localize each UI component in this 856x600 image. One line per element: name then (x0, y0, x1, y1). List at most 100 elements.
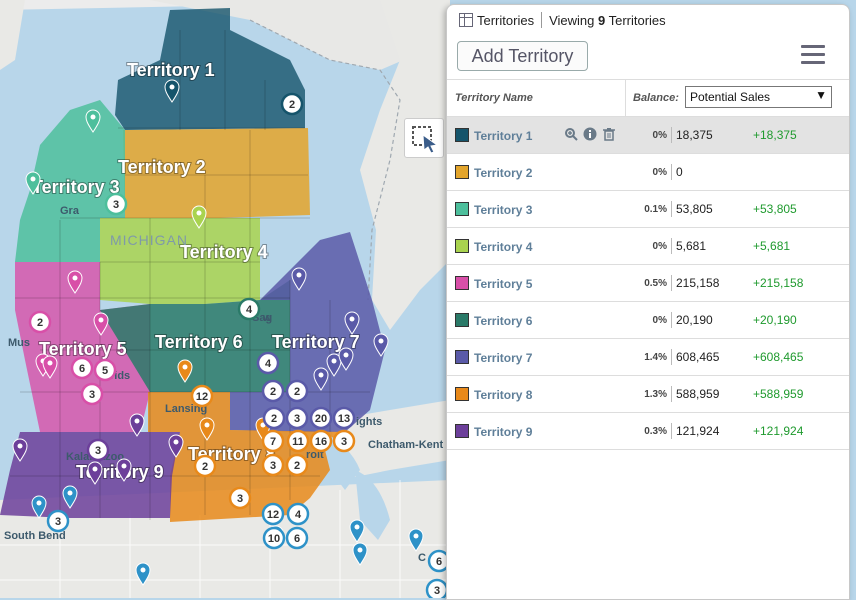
territories-tab[interactable]: Territories (477, 12, 535, 28)
territory-row[interactable]: Territory 1 0% 18,375 +18,375 (447, 117, 849, 154)
territory-row[interactable]: Territory 4 0% 5,681 +5,681 (447, 228, 849, 265)
map-pin-icon[interactable] (67, 270, 83, 294)
territory-row[interactable]: Territory 7 1.4% 608,465 +608,465 (447, 339, 849, 376)
territory-row[interactable]: Territory 3 0.1% 53,805 +53,805 (447, 191, 849, 228)
map-cluster-count: 2 (294, 386, 300, 398)
map-pin-icon[interactable] (291, 267, 307, 291)
map-pin-icon[interactable] (42, 355, 58, 379)
map-pin-icon[interactable] (93, 312, 109, 336)
map-cluster[interactable]: 5 (93, 358, 117, 382)
territory-row[interactable]: Territory 8 1.3% 588,959 +588,959 (447, 376, 849, 413)
trash-icon[interactable] (602, 127, 616, 141)
map-pin-icon[interactable] (12, 438, 28, 462)
map-cluster[interactable]: 2 (28, 310, 52, 334)
map-cluster[interactable]: 13 (332, 406, 356, 430)
map-pin-icon[interactable] (25, 171, 41, 195)
map-pin-icon[interactable] (199, 417, 215, 441)
map-cluster[interactable]: 2 (193, 454, 217, 478)
territory-row[interactable]: Territory 9 0.3% 121,924 +121,924 (447, 413, 849, 450)
map-cluster[interactable]: 3 (104, 192, 128, 216)
territory-name[interactable]: Territory 8 (474, 388, 533, 402)
territory-name[interactable]: Territory 4 (474, 240, 533, 254)
map-pin-icon[interactable] (31, 495, 47, 519)
territory-color-swatch[interactable] (455, 276, 469, 290)
map-cluster[interactable]: 3 (285, 406, 309, 430)
map-pin-icon[interactable] (62, 485, 78, 509)
territory-name[interactable]: Territory 6 (474, 314, 533, 328)
map-cluster[interactable]: 3 (425, 578, 449, 598)
map-cluster[interactable]: 6 (285, 526, 309, 550)
map-pins[interactable] (12, 79, 424, 586)
territory-row[interactable]: Territory 2 0% 0 (447, 154, 849, 191)
map-cluster[interactable]: 3 (261, 453, 285, 477)
territory-name[interactable]: Territory 3 (474, 203, 533, 217)
map-cluster[interactable]: 7 (261, 429, 285, 453)
map-pin-icon[interactable] (352, 542, 368, 566)
balance-select[interactable]: Potential Sales ▼ (685, 86, 832, 108)
map-pin-icon[interactable] (129, 413, 145, 437)
territory-color-swatch[interactable] (455, 387, 469, 401)
map-pin-icon[interactable] (168, 434, 184, 458)
map-cluster[interactable]: 4 (237, 297, 261, 321)
map-cluster[interactable]: 20 (309, 406, 333, 430)
territory-name[interactable]: Territory 7 (474, 351, 533, 365)
add-territory-button[interactable]: Add Territory (457, 41, 588, 71)
map-cluster[interactable]: 4 (286, 502, 310, 526)
map-pin-icon[interactable] (177, 359, 193, 383)
map-cluster[interactable]: 2 (262, 406, 286, 430)
map-cluster[interactable]: 3 (80, 382, 104, 406)
map-pin-icon[interactable] (85, 109, 101, 133)
zoom-to-icon[interactable] (564, 127, 578, 141)
map-cluster-count: 6 (436, 556, 442, 568)
map-pin-icon[interactable] (191, 205, 207, 229)
map-cluster[interactable]: 12 (261, 502, 285, 526)
map-cluster[interactable]: 11 (286, 429, 310, 453)
map-pin-icon[interactable] (373, 333, 389, 357)
map-cluster[interactable]: 3 (46, 509, 70, 533)
map-cluster[interactable]: 2 (285, 379, 309, 403)
map-pin-icon[interactable] (338, 347, 354, 371)
map-cluster[interactable]: 3 (332, 429, 356, 453)
territory-name[interactable]: Territory 2 (474, 166, 533, 180)
territory-name[interactable]: Territory 1 (474, 129, 533, 143)
map-cluster[interactable]: 4 (256, 351, 280, 375)
map-cluster[interactable]: 10 (262, 526, 286, 550)
map-pin-icon[interactable] (313, 367, 329, 391)
map-pin-icon[interactable] (326, 353, 342, 377)
map-pin-dot (140, 567, 146, 573)
territory-row[interactable]: Territory 6 0% 20,190 +20,190 (447, 302, 849, 339)
map-cluster[interactable]: 12 (190, 384, 214, 408)
map-cluster[interactable]: 16 (309, 429, 333, 453)
info-icon[interactable] (583, 127, 597, 141)
territory-name[interactable]: Territory 5 (474, 277, 533, 291)
map-cluster[interactable]: 2 (280, 92, 304, 116)
territory-row[interactable]: Territory 5 0.5% 215,158 +215,158 (447, 265, 849, 302)
territory-color-swatch[interactable] (455, 128, 469, 142)
map-pin-icon[interactable] (164, 79, 180, 103)
territory-color-swatch[interactable] (455, 165, 469, 179)
territory-color-swatch[interactable] (455, 202, 469, 216)
map-cluster[interactable]: 2 (261, 379, 285, 403)
map-pin-dot (134, 418, 140, 424)
map-pin-icon[interactable] (135, 562, 151, 586)
territory-color-swatch[interactable] (455, 313, 469, 327)
map-cluster-count: 2 (289, 99, 295, 111)
map-cluster[interactable]: 6 (70, 356, 94, 380)
map-pin-icon[interactable] (349, 519, 365, 543)
map-cluster[interactable]: 3 (86, 438, 110, 462)
map-cluster[interactable]: 2 (285, 453, 309, 477)
map-pin-icon[interactable] (87, 461, 103, 485)
territory-percent: 0.3% (644, 426, 667, 437)
territory-color-swatch[interactable] (455, 350, 469, 364)
map-cluster[interactable]: 3 (228, 486, 252, 510)
column-header-name[interactable]: Territory Name (455, 92, 533, 104)
hamburger-menu-icon[interactable] (801, 45, 825, 65)
lasso-select-tool[interactable] (404, 118, 444, 158)
territory-color-swatch[interactable] (455, 239, 469, 253)
territory-color-swatch[interactable] (455, 424, 469, 438)
territory-name[interactable]: Territory 9 (474, 425, 533, 439)
map-pin-icon[interactable] (116, 458, 132, 482)
map-pin-icon[interactable] (408, 528, 424, 552)
map-pin-icon[interactable] (344, 311, 360, 335)
